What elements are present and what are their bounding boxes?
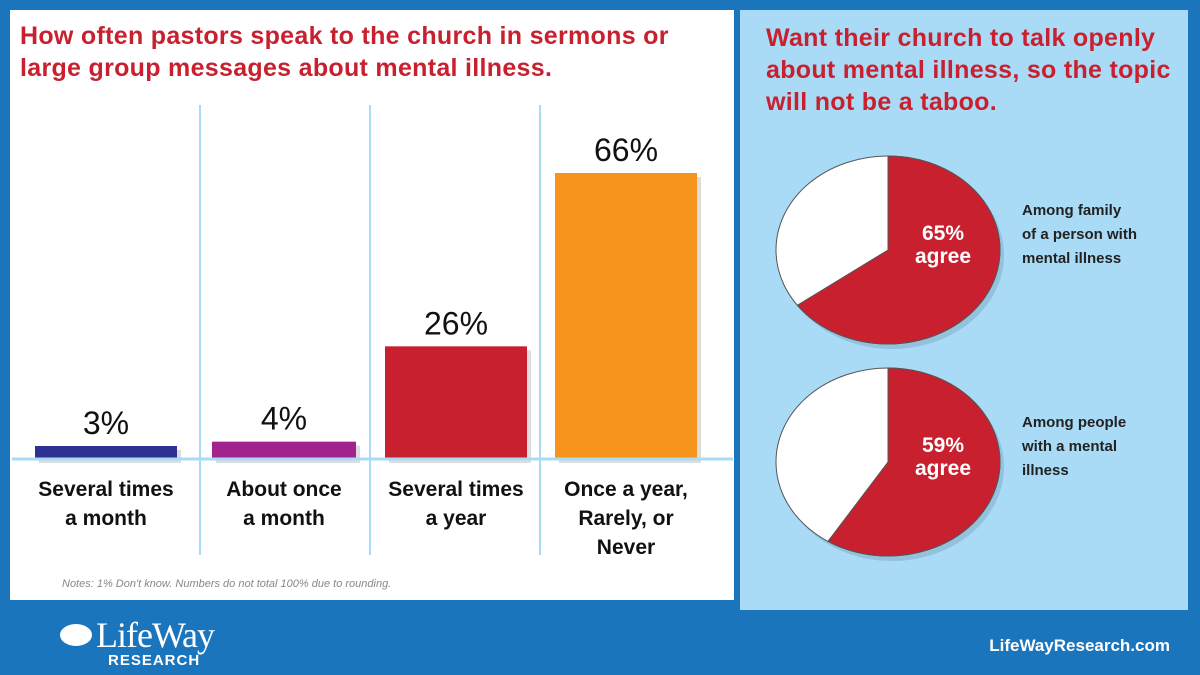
- website-link[interactable]: LifeWayResearch.com: [989, 636, 1170, 655]
- pie-caption: Among people: [1022, 414, 1126, 431]
- category-label: Never: [597, 536, 655, 559]
- pie-slice-agree: [827, 367, 1001, 557]
- logo-icon: [60, 624, 92, 646]
- pie-value-word: agree: [915, 457, 971, 480]
- pie-value-word: agree: [915, 245, 971, 268]
- category-label: Rarely, or: [578, 507, 673, 530]
- pie-caption: of a person with: [1022, 226, 1137, 243]
- pie-caption: illness: [1022, 462, 1069, 479]
- pie-value-label: 65%: [922, 222, 964, 245]
- category-label: About once: [226, 478, 342, 501]
- category-label: a month: [65, 507, 147, 530]
- logo-subtext: RESEARCH: [108, 652, 201, 669]
- bar-chart-title: How often pastors speak to the church in…: [20, 22, 669, 82]
- chart-note: Notes: 1% Don't know. Numbers do not tot…: [62, 578, 392, 590]
- category-label: Once a year,: [564, 478, 688, 501]
- pie-caption: with a mental: [1021, 438, 1117, 455]
- pie-caption: Among family: [1022, 202, 1122, 219]
- category-label: a year: [426, 507, 487, 530]
- bar-value-label: 3%: [83, 405, 129, 441]
- pie-value-label: 59%: [922, 434, 964, 457]
- bar: [212, 441, 356, 459]
- bar-value-label: 4%: [261, 401, 307, 437]
- pie-chart-title: Want their church to talk openly about m…: [766, 24, 1171, 116]
- bar: [385, 346, 527, 459]
- bar-value-label: 26%: [424, 305, 488, 341]
- category-label: Several times: [38, 478, 173, 501]
- category-label: Several times: [388, 478, 523, 501]
- bar-value-label: 66%: [594, 132, 658, 168]
- lifeway-logo: LifeWay RESEARCH: [60, 615, 215, 669]
- bar: [555, 173, 697, 459]
- bar: [35, 446, 177, 459]
- pie-caption: mental illness: [1022, 250, 1121, 267]
- pie-slice-agree: [796, 155, 1001, 345]
- category-label: a month: [243, 507, 325, 530]
- logo-text: LifeWay: [96, 615, 215, 655]
